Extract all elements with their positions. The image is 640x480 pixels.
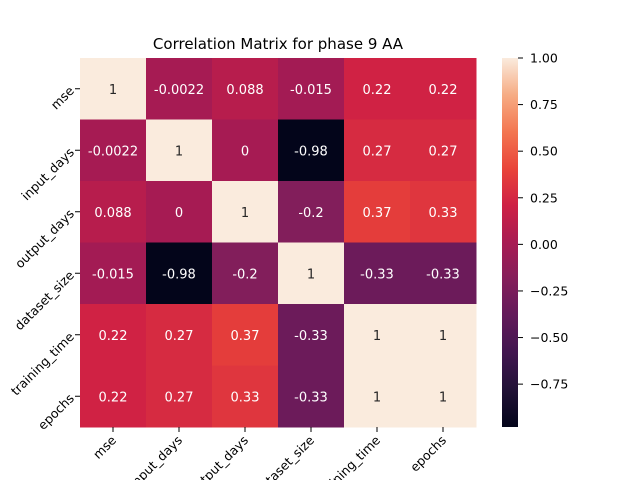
heatmap-cell	[410, 181, 477, 243]
x-tick-label: epochs	[407, 433, 449, 475]
cell-value-label: 1	[241, 206, 249, 221]
colorbar-tick-label: 0.00	[530, 237, 558, 252]
cell-value-label: 0.27	[165, 329, 194, 344]
y-axis-ticks: mse input_daysoutput_daysdataset_sizetrai…	[8, 83, 80, 433]
cell-value-label: -0.015	[92, 267, 134, 282]
heatmap-cell	[146, 304, 213, 366]
heatmap-cell	[146, 365, 213, 428]
cell-value-label: 0.088	[94, 206, 131, 221]
heatmap-cell	[278, 304, 345, 366]
heatmap-cell	[278, 119, 345, 182]
cell-value-label: 0	[241, 144, 249, 159]
heatmap-cell	[278, 242, 345, 305]
heatmap-cell	[80, 304, 147, 366]
heatmap-cell	[146, 119, 213, 182]
cell-value-label: 1	[439, 329, 447, 344]
heatmap-cell	[80, 119, 147, 182]
cell-value-label: -0.33	[294, 329, 328, 344]
heatmap-cell	[212, 242, 279, 305]
colorbar-gradient	[502, 58, 518, 427]
y-tick-label: input_days	[18, 145, 77, 204]
cell-value-label: 1	[307, 267, 315, 282]
heatmap-cell	[344, 181, 411, 243]
cell-value-label: -0.2	[232, 267, 257, 282]
cell-value-label: 0.22	[429, 83, 458, 98]
heatmap-cell	[80, 242, 147, 305]
heatmap-cell	[344, 242, 411, 305]
heatmap-cell	[278, 181, 345, 243]
cell-value-label: -0.33	[360, 267, 394, 282]
x-tick-label: input_days	[126, 433, 185, 480]
heatmap-cell	[344, 58, 411, 120]
y-tick-label: training_time	[8, 329, 77, 398]
cell-value-label: 0.37	[231, 329, 260, 344]
cell-value-label: 0.37	[363, 206, 392, 221]
heatmap-cell	[344, 304, 411, 366]
heatmap-cell	[212, 304, 279, 366]
colorbar-tick-label: 0.75	[530, 97, 558, 112]
x-tick-label: output_days	[186, 433, 251, 480]
heatmap-cell	[278, 58, 345, 120]
cell-value-label: 0.33	[429, 206, 458, 221]
colorbar: 1.00 0.75 0.50 0.25 0.00 −0.25 −0.50 −0.75	[502, 51, 568, 427]
x-tick-label: mse	[90, 432, 119, 461]
heatmap-cell	[212, 58, 279, 120]
heatmap-cell	[146, 58, 213, 120]
heatmap-cell	[344, 119, 411, 182]
cell-value-label: -0.015	[290, 83, 332, 98]
cell-value-label: -0.33	[294, 390, 328, 405]
cell-value-label: 0.27	[165, 390, 194, 405]
heatmap-cell	[278, 365, 345, 428]
cell-value-label: 0.22	[99, 329, 128, 344]
heatmap-cell	[410, 242, 477, 305]
heatmap-cell	[410, 119, 477, 182]
colorbar-tick-label: −0.75	[530, 377, 568, 392]
colorbar-tick-label: −0.25	[530, 283, 568, 298]
x-axis-ticks: mse input_days output_days dataset_sizetrai…	[90, 427, 449, 480]
cell-value-label: 0.27	[429, 144, 458, 159]
cell-value-label: 0.27	[363, 144, 392, 159]
x-tick-label: dataset_size	[252, 432, 318, 480]
cell-value-label: -0.98	[162, 267, 196, 282]
cell-value-label: 0.088	[226, 83, 263, 98]
cell-value-label: 1	[373, 390, 381, 405]
heatmap-cell	[212, 181, 279, 243]
heatmap-cell	[410, 58, 477, 120]
heatmap-cell	[410, 304, 477, 366]
cell-value-label: -0.0022	[154, 83, 204, 98]
cell-value-label: 1	[373, 329, 381, 344]
chart-title: Correlation Matrix for phase 9 AA	[153, 35, 404, 53]
cell-value-label: 0.22	[99, 390, 128, 405]
heatmap-cell	[80, 58, 147, 120]
heatmap-cells: 1 -0.0022 0.088 -0.015 0.22 0.22 -0.0022 1 0 -0.9…	[80, 58, 477, 428]
colorbar-tick-label: −0.50	[530, 330, 568, 345]
y-tick-label: dataset_size	[11, 267, 77, 333]
cell-value-label: 0	[175, 206, 183, 221]
cell-value-label: 0.22	[363, 83, 392, 98]
heatmap-cell	[212, 119, 279, 182]
y-tick-label: epochs	[35, 391, 77, 433]
heatmap-cell	[146, 181, 213, 243]
heatmap-cell	[410, 365, 477, 428]
cell-value-label: -0.2	[298, 206, 323, 221]
heatmap-cell	[80, 365, 147, 428]
heatmap-cell	[212, 365, 279, 428]
heatmap-cell	[80, 181, 147, 243]
colorbar-tick-label: 1.00	[530, 51, 558, 66]
cell-value-label: 1	[109, 83, 117, 98]
colorbar-tick-label: 0.25	[530, 190, 558, 205]
colorbar-tick-label: 0.50	[530, 144, 558, 159]
heatmap-cell	[146, 242, 213, 305]
y-tick-label: output_days	[12, 206, 77, 271]
cell-value-label: -0.33	[426, 267, 460, 282]
cell-value-label: 0.33	[231, 390, 260, 405]
cell-value-label: 1	[439, 390, 447, 405]
cell-value-label: 1	[175, 144, 183, 159]
heatmap-cell	[344, 365, 411, 428]
cell-value-label: -0.0022	[88, 144, 138, 159]
y-tick-label: mse	[48, 83, 77, 112]
x-tick-label: training_time	[314, 432, 383, 480]
cell-value-label: -0.98	[294, 144, 328, 159]
